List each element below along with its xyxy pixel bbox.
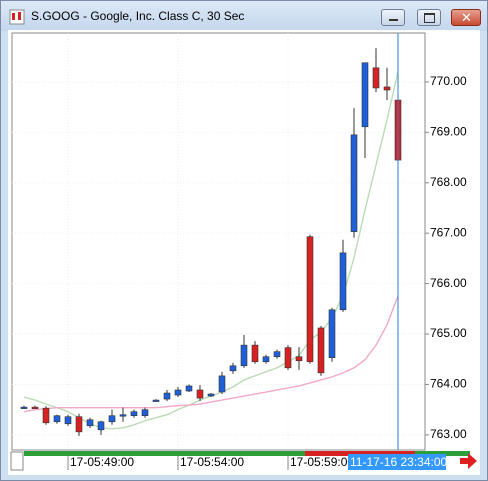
candle-body [185,385,193,392]
scroll-track[interactable] [24,451,470,456]
candle-body [119,414,127,417]
y-tick-label: 769.00 [430,125,467,139]
y-tick-label: 770.00 [430,74,467,88]
candle-body [196,389,204,399]
candle-body [262,356,270,363]
candle-body [141,409,149,417]
candle-body [372,67,380,89]
candle-body [328,309,336,359]
candle-body [229,365,237,372]
minimize-button[interactable] [381,9,405,26]
candle-body [273,351,281,358]
y-tick-label: 767.00 [430,225,467,239]
candle-body [75,416,83,433]
y-tick-label: 763.00 [430,427,467,441]
candle-body [64,416,72,425]
candle-body [152,399,160,402]
candle-body [97,421,105,431]
candle-body [86,419,94,427]
candle-body [20,406,28,409]
y-tick-label: 766.00 [430,276,467,290]
x-tick-label: 17-05:49:00 [70,455,134,469]
candle-body [317,327,325,374]
cursor-label-box [348,454,446,470]
y-tick-label: 765.00 [430,326,467,340]
y-tick-label: 764.00 [430,377,467,391]
candle-body [284,347,292,369]
x-tick-label: 17-05:59:00 [290,455,354,469]
candle-body [53,415,61,423]
candle-body [350,134,358,232]
plot-area [11,32,426,451]
close-button[interactable]: ✕ [451,9,481,26]
app-icon [9,9,25,25]
candle-body [42,407,50,424]
candle-body [295,356,303,362]
candle-body [251,344,259,363]
window-title: S.GOOG - Google, Inc. Class C, 30 Sec [31,9,245,23]
candle-body [306,236,314,363]
candle-body [31,406,39,409]
maximize-button[interactable] [417,9,441,26]
scroll-thumb[interactable] [305,451,415,456]
cursor-label: 11-17-16 23:34:00 [350,455,448,469]
candle-body [207,393,215,397]
candle-body [383,86,391,91]
candle-body [174,389,182,396]
candle-body [240,344,248,367]
moving-average-line [23,295,399,413]
scroll-left-box[interactable] [10,451,24,471]
x-tick-label: 17-05:54:00 [180,455,244,469]
candle-body [361,62,369,128]
y-tick-label: 768.00 [430,175,467,189]
title-bar: S.GOOG - Google, Inc. Class C, 30 Sec ✕ [1,1,487,31]
candle-body [218,375,226,393]
candle-body [339,252,347,311]
candle-body [163,392,171,400]
candle-body [130,411,138,417]
candle-body [108,415,116,423]
scroll-right-arrow[interactable] [460,453,477,469]
